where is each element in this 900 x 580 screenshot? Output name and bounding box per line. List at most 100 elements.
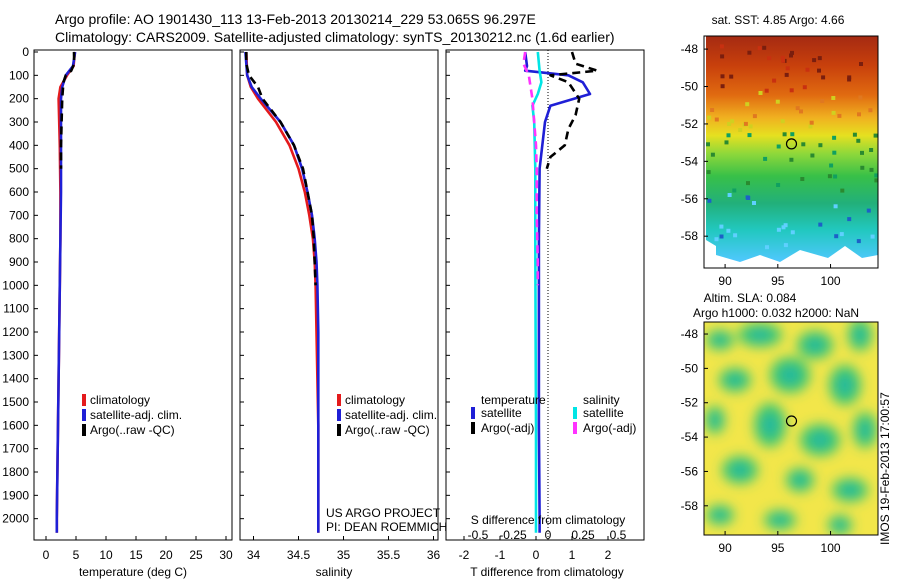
sla-eddy-core (793, 474, 807, 486)
sla-eddy-core (806, 338, 824, 352)
sla-map: 90 95 100 -48 -50 -52 -54 -56 -58 (681, 321, 879, 555)
sst-cell (783, 223, 788, 228)
map-y-tick-label: -58 (681, 229, 699, 243)
series-line-satellite-adj-clim- (244, 51, 320, 533)
sst-cell (832, 150, 837, 155)
depth-axis: 0 100 200 300 400 500 600 700 800 900 1000 1100 1200… (2, 45, 450, 526)
map-y-tick-label: -52 (681, 117, 699, 131)
sst-cell (752, 201, 756, 205)
map-y-tick-label: -50 (681, 361, 699, 375)
legend-label: Argo(..raw -QC) (345, 423, 430, 437)
sst-cell (866, 208, 871, 213)
x-tick-label: 10 (99, 548, 113, 562)
sst-cell (765, 245, 769, 250)
difference-s-axis: -0.5 -0.25 0 0.25 0.5 (468, 528, 627, 542)
sst-cell (767, 56, 772, 61)
sla-eddy-core (713, 335, 727, 345)
sst-cell (874, 173, 878, 178)
sst-map-title: sat. SST: 4.85 Argo: 4.66 (712, 13, 845, 27)
sst-cell (874, 178, 878, 183)
sst-cell (856, 239, 861, 244)
x-tick-label: 1 (569, 548, 576, 562)
sst-cell (808, 124, 813, 129)
depth-tick-label: 1600 (2, 418, 29, 432)
depth-tick-label: 1300 (2, 348, 29, 362)
sst-cell (729, 74, 734, 79)
sst-cell (707, 115, 712, 120)
sla-eddy-core (810, 432, 830, 448)
title-line2: Climatology: CARS2009. Satellite-adjuste… (55, 29, 615, 45)
x-tick-label: 36 (427, 548, 441, 562)
sst-cell (847, 77, 852, 82)
legend-swatch-temp-argo (471, 422, 475, 434)
map-y-tick-label: -50 (681, 80, 699, 94)
sst-cell (789, 157, 794, 162)
project-credit-line1: US ARGO PROJECT (326, 506, 441, 520)
s-tick-label: 0.25 (571, 528, 595, 542)
map-x-tick-label: 95 (771, 274, 785, 288)
sst-cell (834, 234, 839, 239)
salinity-panel-frame (239, 49, 439, 541)
legend-swatch-satellite (337, 409, 341, 421)
sst-cell (710, 152, 715, 157)
sst-cell (748, 124, 753, 129)
sst-cell (789, 53, 793, 58)
map-x-tick-label: 100 (821, 274, 841, 288)
sst-cell (860, 150, 864, 155)
argo-location-marker (785, 138, 798, 150)
sst-cell (762, 45, 767, 50)
map-x-tick-label: 95 (771, 541, 785, 555)
difference-top-xlabel: S difference from climatology (471, 513, 626, 527)
sst-cell (747, 50, 752, 55)
x-tick-label: 25 (189, 548, 203, 562)
sst-cell (780, 55, 785, 60)
map-y-tick-label: -56 (681, 192, 699, 206)
difference-panel-frame (445, 49, 645, 541)
sst-cell (714, 117, 719, 122)
temperature-legend: climatology satellite-adj. clim. Argo(..… (82, 393, 182, 437)
sst-cell (818, 222, 823, 227)
sst-cell (833, 174, 838, 179)
x-tick-label: 20 (159, 548, 173, 562)
sla-eddy-core (710, 413, 720, 427)
legend-label: Argo(-adj) (481, 421, 534, 435)
sst-cell (812, 58, 817, 63)
s-tick-label: -0.5 (468, 528, 489, 542)
sst-cell (752, 114, 757, 119)
series-line-argo-raw-qc- (59, 51, 76, 169)
sla-eddy-core (837, 375, 853, 395)
legend-swatch-satellite (82, 409, 86, 421)
salinity-x-axis: 34 34.5 35 35.5 36 (247, 536, 441, 562)
sst-cell (727, 122, 732, 126)
legend-label: Argo(-adj) (583, 421, 636, 435)
sla-eddy-core (859, 421, 871, 439)
difference-legend: temperature salinity satellite Argo(-adj… (471, 393, 636, 435)
salinity-xlabel: salinity (316, 565, 353, 579)
difference-x-axis: -2 -1 0 1 2 (459, 536, 612, 562)
legend-label: climatology (90, 393, 150, 407)
x-tick-label: 34.5 (287, 548, 311, 562)
series-line-argo-raw-qc- (245, 52, 317, 286)
temperature-xlabel: temperature (deg C) (79, 565, 187, 579)
legend-head-temperature: temperature (481, 393, 546, 407)
sst-cell (790, 50, 794, 55)
sst-cell (790, 132, 795, 137)
sst-cell (795, 106, 800, 111)
sst-cell (738, 128, 743, 132)
sst-cell (833, 204, 838, 209)
sla-map-subtitle: Argo h1000: 0.032 h2000: NaN (693, 306, 859, 320)
map-x-tick-label: 100 (821, 541, 841, 555)
depth-tick-label: 400 (9, 138, 29, 152)
sla-eddy-core (834, 520, 846, 530)
x-tick-label: 34 (247, 548, 261, 562)
s-tick-label: 0 (545, 528, 552, 542)
sst-cell (707, 198, 712, 203)
legend-swatch-temp-satellite (471, 407, 475, 419)
depth-tick-label: 1700 (2, 442, 29, 456)
temperature-x-axis: 0 5 10 15 20 25 30 (43, 536, 233, 562)
sst-cell (719, 234, 724, 239)
sst-cell (780, 119, 785, 124)
sst-cell (790, 230, 795, 235)
sla-eddy-core (762, 414, 778, 436)
